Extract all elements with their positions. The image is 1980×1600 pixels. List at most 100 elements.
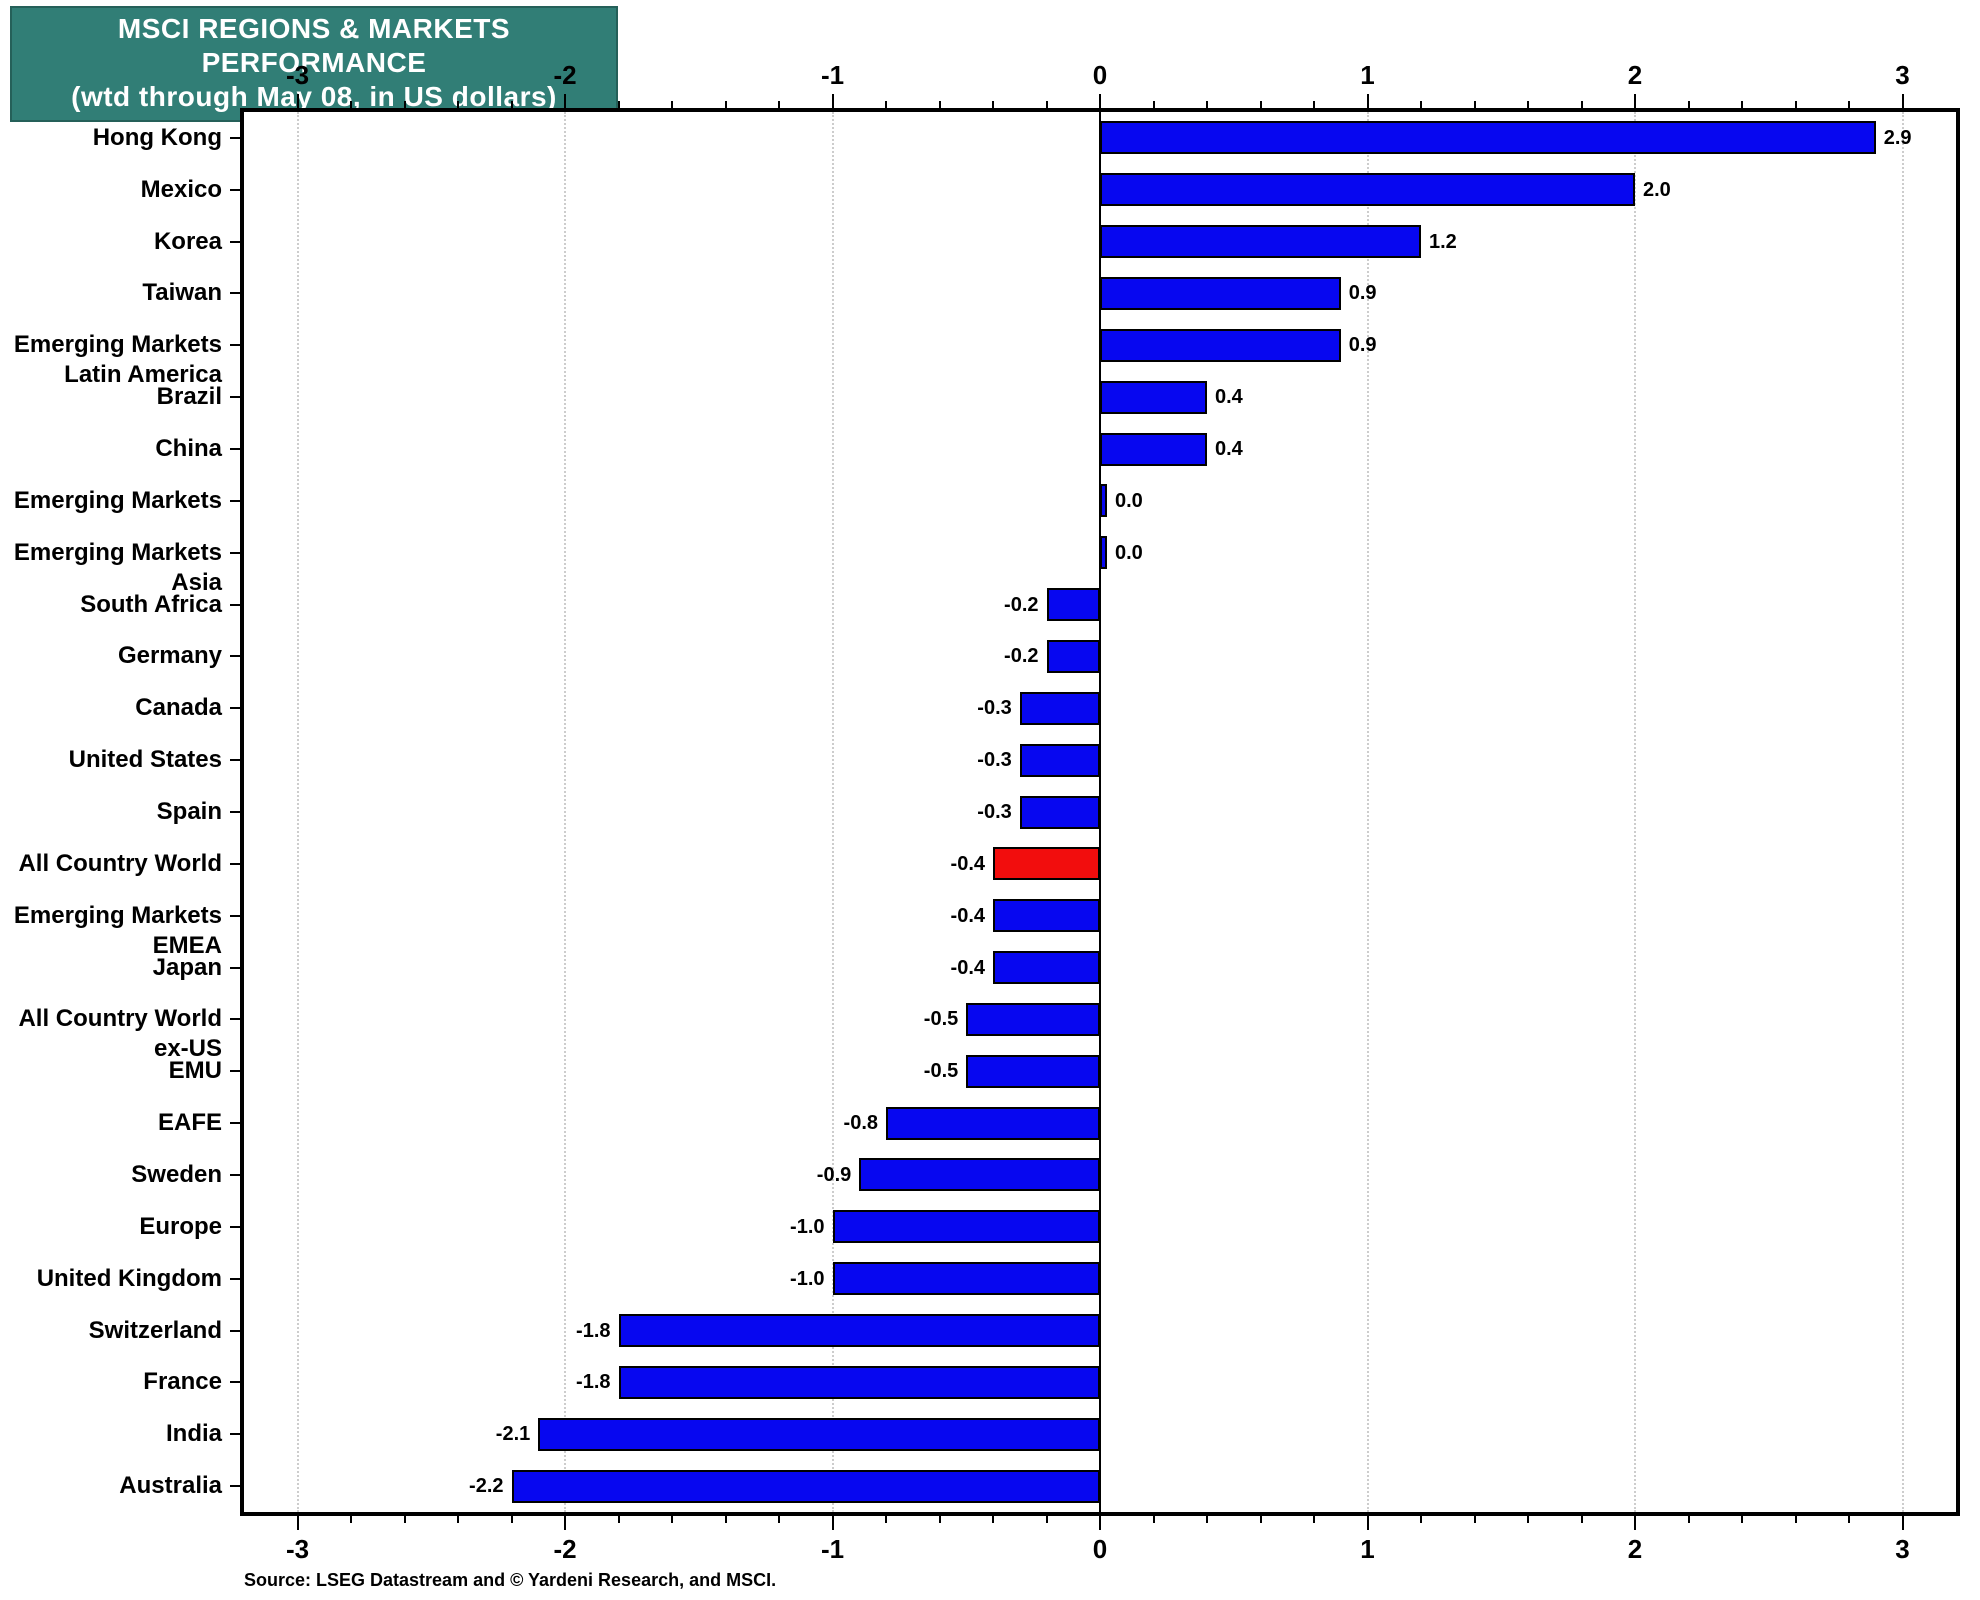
x-tick-bottom--2 [564, 1516, 566, 1530]
x-axis-label-top--3: -3 [285, 60, 310, 90]
bar-value-mexico: 2.0 [1643, 178, 1671, 201]
x-tick-bottom--1 [831, 1516, 834, 1530]
category-label-line: Hong Kong [92, 123, 222, 151]
category-label-line: All Country World [18, 849, 222, 877]
x-minortick-top [671, 101, 673, 108]
category-label-south-africa: South Africa [80, 590, 222, 620]
bar-value-korea: 1.2 [1429, 230, 1457, 253]
x-minortick-bottom [510, 1516, 513, 1523]
bar-brazil [1100, 380, 1207, 414]
category-label-eafe: EAFE [158, 1108, 222, 1138]
gridline-1 [1366, 112, 1369, 1512]
category-label-line: Sweden [131, 1160, 222, 1188]
category-label-all-country-world: All Country World [18, 849, 222, 879]
y-tick-emerging-markets [230, 499, 240, 502]
category-label-line: Australia [119, 1472, 222, 1500]
x-minortick-top [1152, 101, 1155, 108]
bar-value-south-africa: -0.2 [1004, 593, 1039, 616]
bar-china [1100, 432, 1207, 466]
x-minortick-top [1045, 101, 1048, 108]
category-label-korea: Korea [154, 227, 222, 257]
bar-value-emerging-markets-asia: 0.0 [1115, 541, 1143, 564]
category-label-line: Europe [139, 1212, 222, 1240]
category-label-switzerland: Switzerland [89, 1316, 222, 1346]
y-tick-emerging-markets-asia [230, 551, 240, 554]
category-label-spain: Spain [157, 797, 222, 827]
bar-value-all-country-world: -0.4 [950, 852, 985, 875]
y-tick-china [230, 448, 240, 451]
category-label-line: EMEA [152, 931, 222, 959]
bar-korea [1100, 225, 1421, 259]
category-label-india: India [166, 1419, 222, 1449]
x-minortick-top [1687, 101, 1690, 108]
category-label-line: Taiwan [142, 279, 222, 307]
bar-value-emerging-markets: 0.0 [1115, 489, 1143, 512]
gridline--1 [831, 112, 834, 1512]
x-tick-bottom--3 [296, 1516, 299, 1530]
x-minortick-bottom [1527, 1516, 1529, 1523]
bar-value-spain: -0.3 [977, 801, 1012, 823]
category-label-line: United Kingdom [36, 1264, 222, 1292]
y-tick-emerging-markets-emea [230, 914, 240, 917]
y-tick-united-kingdom [230, 1277, 240, 1280]
x-axis-label-top--2: -2 [553, 60, 577, 90]
x-minortick-top [885, 101, 887, 108]
bar-south-africa [1046, 588, 1100, 622]
category-label-germany: Germany [118, 641, 222, 671]
y-tick-korea [230, 240, 240, 243]
bar-value-emu: -0.5 [923, 1060, 959, 1083]
category-label-line: Emerging Markets [13, 901, 222, 929]
source-note: Source: LSEG Datastream and © Yardeni Re… [244, 1570, 777, 1590]
x-minortick-top [1848, 101, 1850, 108]
chart-title-line2: (wtd through May 08, in US dollars) [71, 81, 557, 112]
x-minortick-top [403, 101, 406, 108]
category-label-line: Canada [135, 694, 222, 722]
gridline--3 [296, 112, 299, 1512]
x-axis-label-top-1: 1 [1360, 60, 1375, 90]
y-tick-brazil [230, 396, 240, 399]
x-tick-top-2 [1634, 94, 1636, 108]
x-axis-label-bottom-2: 2 [1627, 1534, 1643, 1564]
category-label-line: Korea [153, 227, 222, 255]
bar-value-united-kingdom: -1.0 [790, 1267, 825, 1290]
category-label-emu: EMU [169, 1056, 222, 1086]
bar-value-europe: -1.0 [790, 1215, 825, 1238]
x-axis-label-bottom--1: -1 [820, 1534, 845, 1564]
category-label-united-kingdom: United Kingdom [37, 1264, 222, 1294]
x-axis-label-bottom-1: 1 [1360, 1534, 1375, 1564]
x-minortick-bottom [1259, 1516, 1262, 1523]
y-tick-germany [230, 655, 240, 658]
category-label-europe: Europe [139, 1212, 222, 1242]
x-minortick-bottom [1206, 1516, 1208, 1523]
gridline-2 [1634, 112, 1636, 1512]
bar-spain [1019, 795, 1100, 829]
x-minortick-bottom [403, 1516, 406, 1523]
y-tick-switzerland [230, 1329, 240, 1332]
bar-value-all-country-world-ex-us: -0.5 [923, 1008, 959, 1031]
x-minortick-bottom [1473, 1516, 1476, 1523]
chart-title-box: MSCI REGIONS & MARKETS PERFORMANCE (wtd … [10, 6, 618, 122]
y-tick-united-states [230, 759, 240, 762]
category-label-line: EMU [168, 1057, 222, 1085]
x-minortick-bottom [1580, 1516, 1583, 1523]
y-tick-japan [230, 966, 240, 969]
x-tick-top--1 [831, 94, 834, 108]
x-minortick-bottom [992, 1516, 994, 1523]
x-minortick-top [350, 101, 352, 108]
bar-value-canada: -0.3 [977, 697, 1012, 720]
x-minortick-bottom [724, 1516, 727, 1523]
category-label-line: Emerging Markets [13, 331, 222, 359]
x-minortick-bottom [778, 1516, 780, 1523]
x-minortick-bottom [938, 1516, 941, 1523]
x-minortick-bottom [1313, 1516, 1315, 1523]
y-tick-india [230, 1433, 240, 1436]
y-tick-eafe [230, 1122, 240, 1125]
category-label-united-states: United States [69, 745, 222, 775]
x-axis-label-top-3: 3 [1895, 60, 1910, 90]
bar-value-china: 0.4 [1215, 438, 1243, 461]
category-label-emerging-markets-latin-america: Emerging Markets Latin America [14, 330, 222, 390]
bar-emu [966, 1054, 1100, 1088]
x-minortick-top [778, 101, 780, 108]
x-minortick-top [1420, 101, 1422, 108]
